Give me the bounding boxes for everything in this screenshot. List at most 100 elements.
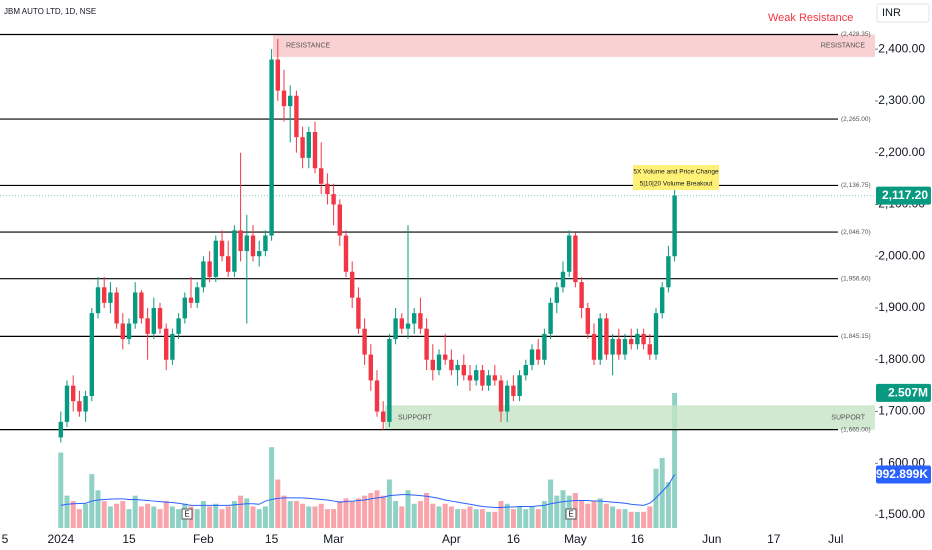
candle-body — [182, 297, 187, 319]
candle-body — [350, 271, 355, 298]
volume-bar — [293, 501, 299, 528]
candle-body — [195, 287, 200, 303]
candle-body — [381, 411, 386, 422]
volume-bar — [231, 501, 237, 528]
candle-body — [622, 339, 628, 355]
candle-body — [653, 313, 659, 355]
candle-body — [647, 344, 652, 355]
earnings-badge[interactable] — [181, 508, 193, 520]
candle-body — [362, 328, 367, 355]
candle-body — [58, 421, 63, 438]
x-tick-label: Apr — [442, 532, 461, 546]
candle-body — [517, 375, 522, 396]
y-tick-label: 2,200.00 — [878, 145, 925, 159]
volume-bar — [386, 479, 392, 528]
volume-bar — [145, 503, 151, 528]
candle-body — [629, 339, 634, 345]
volume-bar — [498, 501, 504, 528]
volume-bar — [399, 506, 405, 528]
volume-bar — [616, 509, 622, 528]
candle-body — [554, 287, 559, 303]
candle-body — [511, 385, 516, 396]
volume-bar — [492, 511, 498, 528]
y-tick-label: 1,800.00 — [878, 352, 925, 366]
volume-bar — [374, 490, 380, 528]
candle-body — [368, 354, 373, 381]
volume-bar — [362, 495, 368, 528]
x-tick-label: May — [564, 532, 587, 546]
volume-bar — [641, 511, 647, 528]
candle-body — [430, 359, 435, 371]
candle-body — [288, 95, 293, 107]
candle-body — [405, 323, 411, 329]
candle-body — [449, 359, 454, 371]
volume-bar — [535, 509, 541, 528]
candle-body — [176, 318, 181, 334]
volume-ma-label-box — [876, 465, 931, 484]
candle-body — [319, 168, 324, 184]
candle-body — [170, 333, 175, 360]
candle-body — [133, 292, 138, 324]
candle-body — [393, 318, 398, 340]
volume-bar — [647, 506, 653, 528]
volume-bar — [163, 501, 169, 528]
candle-body — [548, 302, 553, 334]
currency-box[interactable] — [876, 3, 930, 23]
candle-body — [666, 256, 671, 288]
candle-body — [343, 235, 349, 272]
note: Weak Resistance — [768, 12, 853, 24]
zone-label: SUPPORT — [398, 414, 432, 421]
volume-bar — [275, 479, 281, 528]
annotation: 5X Volume and Price Change — [633, 169, 719, 176]
candle-body — [232, 230, 237, 272]
last-price-label: 2,117.20 — [882, 188, 928, 202]
volume-bar — [411, 503, 417, 528]
level-label: (2,265.00) — [841, 116, 871, 123]
volume-bar — [138, 506, 144, 528]
earnings-badge[interactable] — [565, 508, 577, 520]
earnings-marker[interactable]: E — [568, 510, 573, 519]
candle-body — [207, 261, 212, 277]
volume-bar — [300, 503, 306, 528]
candle-body — [151, 308, 156, 334]
volume-bar — [672, 392, 678, 528]
volume-bar — [448, 506, 454, 528]
candle-body — [542, 333, 547, 360]
candle-body — [201, 261, 206, 288]
candle-body — [164, 328, 169, 360]
candle-body — [275, 59, 280, 91]
candle-body — [567, 235, 572, 272]
volume-bar — [101, 501, 107, 528]
candle-body — [306, 132, 311, 158]
volume-bar — [442, 503, 448, 528]
volume-bar — [355, 498, 361, 528]
last-volume-label: 2.507M — [888, 386, 928, 400]
volume-bar — [424, 492, 430, 528]
earnings-marker[interactable]: E — [184, 510, 189, 519]
volume-bar — [312, 506, 318, 528]
candle-body — [412, 313, 417, 324]
volume-bar — [393, 501, 399, 528]
volume-bar — [250, 506, 256, 528]
candle-body — [523, 364, 528, 376]
volume-bar — [318, 503, 324, 528]
x-tick-label: 16 — [631, 532, 645, 546]
candle-body — [83, 396, 88, 412]
x-tick-label: 15 — [122, 532, 136, 546]
currency[interactable]: INR — [882, 7, 901, 19]
volume-bar — [262, 506, 268, 528]
volume-bar — [603, 503, 609, 528]
volume-bar — [331, 509, 337, 528]
candle-body — [498, 380, 504, 412]
volume-bar — [281, 495, 287, 528]
volume-bar — [132, 495, 138, 528]
candle-body — [399, 318, 404, 329]
volume-bar — [368, 492, 374, 528]
annotation-box — [633, 165, 719, 190]
zone-label: SUPPORT — [831, 414, 865, 421]
candle-body — [213, 240, 218, 277]
x-tick-label: 17 — [767, 532, 781, 546]
volume-bar — [244, 498, 250, 528]
y-tick-label: 2,000.00 — [878, 248, 925, 262]
volume-ma-line — [60, 474, 676, 509]
